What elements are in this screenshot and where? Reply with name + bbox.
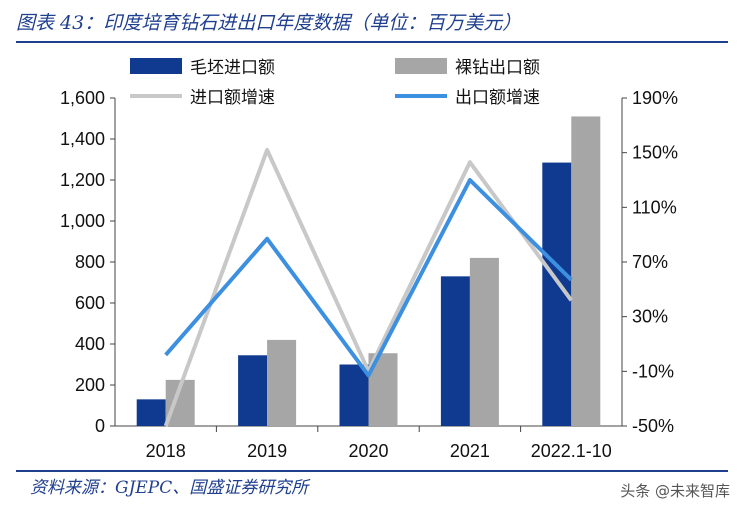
right-tick-label: -50% bbox=[632, 416, 674, 436]
x-tick-label: 2021 bbox=[450, 441, 490, 461]
bar-rough-import bbox=[238, 355, 268, 426]
export-growth-line bbox=[164, 178, 573, 378]
x-tick-label: 2018 bbox=[146, 441, 186, 461]
right-tick-label: 150% bbox=[632, 143, 678, 163]
right-tick-label: 190% bbox=[632, 88, 678, 108]
bar-rough-import bbox=[136, 399, 166, 426]
left-tick-label: 1,000 bbox=[60, 211, 105, 231]
left-tick-label: 0 bbox=[95, 416, 105, 436]
left-tick-label: 1,200 bbox=[60, 170, 105, 190]
left-tick-label: 200 bbox=[75, 375, 105, 395]
bar-polished-export bbox=[571, 116, 601, 426]
left-tick-label: 400 bbox=[75, 334, 105, 354]
bar-rough-import bbox=[440, 276, 470, 426]
x-tick-label: 2020 bbox=[348, 441, 388, 461]
x-tick-label: 2019 bbox=[247, 441, 287, 461]
left-tick-label: 1,400 bbox=[60, 129, 105, 149]
right-tick-label: 30% bbox=[632, 307, 668, 327]
title-rule bbox=[16, 41, 728, 43]
bar-rough-import bbox=[339, 364, 369, 426]
plot-area: 0 200 400 600 800 1,000 1,200 1,400 1,600 -50% -10… bbox=[60, 88, 678, 461]
right-tick-label: 110% bbox=[632, 197, 677, 217]
legend-label: 毛坯进口额 bbox=[190, 58, 275, 78]
right-tick-label: -10% bbox=[632, 361, 674, 381]
left-tick-label: 600 bbox=[75, 293, 105, 313]
legend-label: 裸钻出口额 bbox=[455, 58, 540, 78]
legend-swatch bbox=[130, 58, 182, 74]
x-tick-label: 2022.1-10 bbox=[531, 441, 612, 461]
watermark: 头条 @未来智库 bbox=[620, 482, 730, 500]
legend-swatch bbox=[395, 58, 447, 74]
bar-polished-export bbox=[469, 257, 499, 426]
legend-label: 进口额增速 bbox=[190, 88, 275, 108]
left-tick-label: 1,600 bbox=[60, 88, 105, 108]
chart-title: 图表 43：印度培育钻石进出口年度数据（单位：百万美元） bbox=[16, 12, 522, 34]
source-note: 资料来源：GJEPC、国盛证券研究所 bbox=[30, 478, 309, 498]
source-rule bbox=[16, 470, 728, 472]
bar-polished-export bbox=[267, 339, 297, 426]
legend-label: 出口额增速 bbox=[455, 88, 540, 108]
left-tick-label: 800 bbox=[75, 252, 105, 272]
right-tick-label: 70% bbox=[632, 252, 668, 272]
